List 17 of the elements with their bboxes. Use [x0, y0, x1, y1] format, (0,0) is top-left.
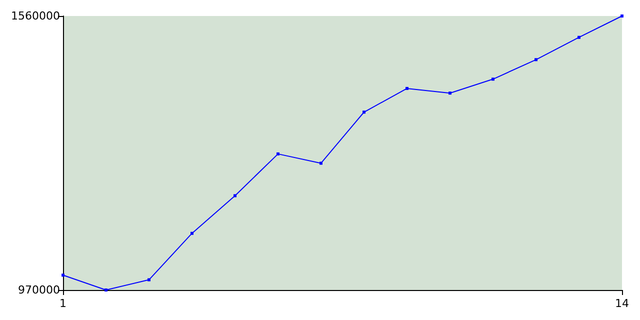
point: [147, 278, 150, 282]
line-series: [61, 14, 624, 292]
y-tick-label: 1560000: [10, 10, 60, 22]
point: [319, 162, 322, 165]
point: [233, 194, 236, 198]
point: [405, 86, 408, 90]
point: [448, 92, 452, 95]
point: [61, 274, 64, 277]
x-tick-label: 14: [615, 297, 629, 310]
point: [362, 110, 366, 114]
point: [578, 36, 580, 39]
point: [190, 232, 194, 235]
point: [276, 152, 280, 156]
y-tick-label: 970000: [18, 284, 60, 296]
x-tick-label: 1: [59, 297, 66, 310]
point: [534, 58, 538, 62]
point: [492, 78, 494, 81]
